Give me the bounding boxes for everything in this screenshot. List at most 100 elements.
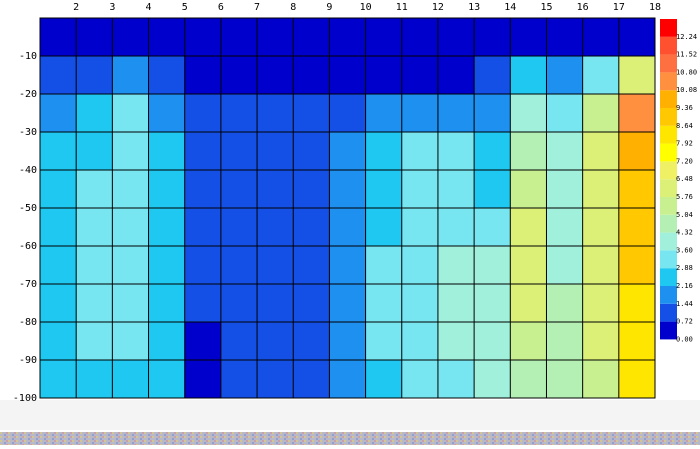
contour-cell (112, 18, 150, 57)
colorbar-swatch (660, 54, 677, 73)
x-tick-label: 5 (182, 2, 188, 13)
colorbar-label: 10.08 (676, 86, 697, 94)
contour-cell (184, 94, 222, 133)
y-tick-label: -60 (19, 241, 37, 252)
colorbar-label: 2.16 (676, 282, 693, 290)
colorbar-label: 2.88 (676, 264, 693, 272)
contour-cell (112, 94, 150, 133)
contour-cell (474, 132, 511, 171)
contour-cell (510, 56, 547, 95)
x-tick-label: 9 (326, 2, 332, 13)
contour-cell (184, 360, 222, 399)
contour-cell (474, 18, 511, 57)
x-tick-label: 16 (577, 2, 589, 13)
y-tick-label: -80 (19, 317, 37, 328)
contour-cell (76, 132, 113, 171)
x-tick-label: 18 (649, 2, 661, 13)
contour-cell (329, 94, 367, 133)
x-tick-label: 4 (146, 2, 152, 13)
x-tick-label: 13 (468, 2, 480, 13)
contour-cell (112, 284, 150, 323)
contour-cell (148, 284, 186, 323)
y-tick-label: -30 (19, 127, 37, 138)
contour-cell (257, 18, 294, 57)
contour-cell (76, 208, 113, 247)
contour-cell (365, 208, 403, 247)
contour-cell (184, 18, 222, 57)
colorbar-label: 1.44 (676, 300, 693, 308)
colorbar-swatch (660, 286, 677, 304)
y-tick-label: -40 (19, 165, 37, 176)
x-tick-label: 7 (254, 2, 260, 13)
contour-cell (257, 322, 294, 361)
contour-cell (40, 322, 77, 361)
contour-cell (293, 170, 330, 209)
contour-cell (293, 360, 330, 399)
contour-cell (329, 246, 367, 285)
x-tick-label: 3 (109, 2, 115, 13)
contour-cell (184, 246, 222, 285)
contour-cell (329, 132, 367, 171)
contour-cell (112, 360, 150, 399)
contour-cell (582, 56, 620, 95)
contour-cell (40, 18, 77, 57)
contour-cell (40, 360, 77, 399)
contour-cell (76, 94, 113, 133)
colorbar-swatch (660, 303, 677, 322)
contour-cell (401, 170, 439, 209)
contour-cell (401, 132, 439, 171)
colorbar-swatch (660, 143, 677, 162)
contour-cell (293, 322, 330, 361)
contour-cell (401, 18, 439, 57)
contour-cell (618, 132, 656, 171)
y-tick-label: -100 (13, 393, 37, 404)
contour-cell (510, 94, 547, 133)
contour-cell (510, 360, 547, 399)
contour-cell (474, 94, 511, 133)
colorbar-label: 8.64 (676, 122, 693, 130)
contour-cell (546, 246, 584, 285)
contour-cell (401, 56, 439, 95)
colorbar-label: 0.72 (676, 318, 693, 326)
contour-cell (474, 170, 511, 209)
contour-cell (546, 322, 584, 361)
contour-cell (546, 208, 584, 247)
contour-cell (582, 132, 620, 171)
contour-cell (582, 94, 620, 133)
contour-cell (293, 284, 330, 323)
contour-cell (546, 18, 584, 57)
contour-cell (365, 360, 403, 399)
colorbar-swatch (660, 197, 677, 215)
contour-cell (618, 360, 656, 399)
x-tick-label: 12 (432, 2, 444, 13)
x-tick-label: 11 (396, 2, 408, 13)
contour-cell (510, 284, 547, 323)
contour-cell (76, 170, 113, 209)
contour-cell (112, 246, 150, 285)
contour-cell (546, 284, 584, 323)
contour-cell (618, 94, 656, 133)
contour-cell (546, 132, 584, 171)
x-tick-label: 2 (73, 2, 79, 13)
contour-cell (184, 56, 222, 95)
colorbar-swatch (660, 161, 677, 180)
contour-cell (510, 132, 547, 171)
contour-cell (582, 246, 620, 285)
contour-cell (148, 170, 186, 209)
contour-cell (220, 56, 258, 95)
contour-cell (112, 56, 150, 95)
contour-cell (365, 170, 403, 209)
contour-cell (582, 360, 620, 399)
contour-cell (76, 322, 113, 361)
contour-cell (474, 246, 511, 285)
colorbar-label: 7.20 (676, 157, 693, 165)
contour-cell (618, 170, 656, 209)
colorbar-swatch (660, 125, 677, 144)
contour-cell (220, 246, 258, 285)
contour-cell (220, 18, 258, 57)
contour-cell (257, 208, 294, 247)
contour-cell (293, 208, 330, 247)
contour-cell (510, 170, 547, 209)
contour-cell (112, 322, 150, 361)
